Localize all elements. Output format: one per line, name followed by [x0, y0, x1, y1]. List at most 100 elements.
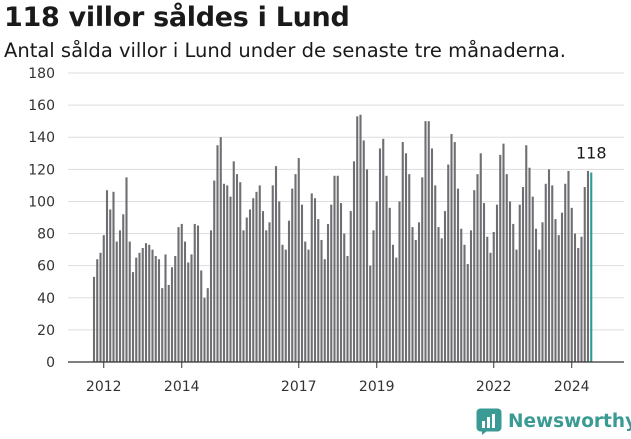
bar [252, 198, 255, 362]
bar [265, 230, 268, 362]
bar [235, 174, 239, 362]
bar [586, 170, 590, 362]
bar [96, 259, 99, 362]
bar [580, 236, 583, 362]
bar [239, 182, 242, 362]
bar [170, 267, 174, 362]
x-tick-label: 2019 [359, 379, 395, 395]
bar [92, 276, 96, 362]
bar [401, 142, 404, 362]
bar [157, 259, 161, 362]
bar [122, 214, 125, 362]
bar [554, 219, 557, 362]
bar [567, 170, 570, 362]
bar [359, 114, 362, 363]
bar [343, 233, 346, 362]
bar [453, 142, 456, 362]
bar [141, 248, 144, 362]
bar [245, 217, 248, 362]
bar [294, 174, 297, 362]
bar [105, 190, 109, 362]
bar [437, 227, 440, 362]
bar [281, 244, 284, 362]
bar [131, 272, 135, 362]
bar [544, 183, 547, 362]
bar [144, 243, 148, 362]
highlight-value-label: 118 [576, 144, 607, 163]
bar [115, 241, 118, 362]
bar [469, 230, 473, 362]
bar [541, 222, 544, 362]
bar [330, 204, 333, 362]
bar [365, 169, 369, 362]
bar [430, 148, 434, 362]
bar [258, 185, 261, 362]
bar [148, 244, 151, 362]
bar [463, 244, 466, 362]
bar [508, 201, 512, 362]
bar [538, 249, 541, 362]
page-title: 118 villor såldes i Lund [4, 2, 350, 33]
bar [297, 158, 300, 362]
bar [460, 228, 463, 362]
bar [398, 201, 401, 362]
bar [346, 256, 349, 362]
bar [375, 201, 378, 362]
bar [99, 252, 102, 362]
bar [193, 223, 196, 362]
bar [300, 204, 304, 362]
x-tick-label: 2017 [281, 379, 317, 395]
bar [521, 186, 525, 362]
bar [232, 161, 235, 362]
bar [531, 196, 534, 362]
bar [560, 212, 564, 362]
bar [203, 297, 206, 362]
bar [499, 154, 502, 362]
brand-logo: Newsworthy [476, 408, 631, 435]
bar [161, 288, 164, 362]
bar [196, 225, 200, 362]
bar [395, 257, 398, 362]
bar [378, 148, 382, 362]
bar [261, 211, 265, 362]
bar [492, 231, 495, 362]
bar [557, 235, 560, 362]
bar [502, 143, 505, 362]
bar [547, 169, 551, 362]
bar [135, 257, 138, 362]
bar [518, 204, 521, 362]
bar [287, 220, 291, 362]
y-tick-label: 0 [46, 355, 55, 371]
bar [388, 207, 391, 362]
bar [369, 265, 372, 362]
bar [564, 183, 567, 362]
bar [362, 140, 365, 362]
bar [417, 222, 421, 362]
bar [505, 174, 508, 362]
bar [109, 209, 112, 362]
bar [229, 196, 232, 362]
bar [209, 230, 213, 362]
bar [515, 249, 518, 362]
brand-name: Newsworthy [508, 411, 631, 432]
bar-chart: 0 20 40 60 80 100 120 140 160 180 2012 2014 2017 2019… [28, 66, 624, 395]
bar [323, 259, 326, 362]
bar [339, 203, 343, 362]
bar [174, 256, 177, 362]
bar [333, 175, 336, 362]
bar [167, 284, 170, 362]
bar [118, 230, 122, 362]
y-tick-label: 180 [28, 66, 55, 82]
bar [216, 145, 219, 362]
bar [473, 190, 476, 362]
newsworthy-logo-icon [476, 408, 502, 435]
bar [486, 236, 489, 362]
bar [349, 211, 352, 362]
bar [307, 249, 310, 362]
bar [391, 244, 395, 362]
bar [320, 239, 323, 362]
bar [248, 209, 252, 362]
bar [495, 204, 499, 362]
bar [411, 227, 414, 362]
bar [200, 270, 203, 362]
